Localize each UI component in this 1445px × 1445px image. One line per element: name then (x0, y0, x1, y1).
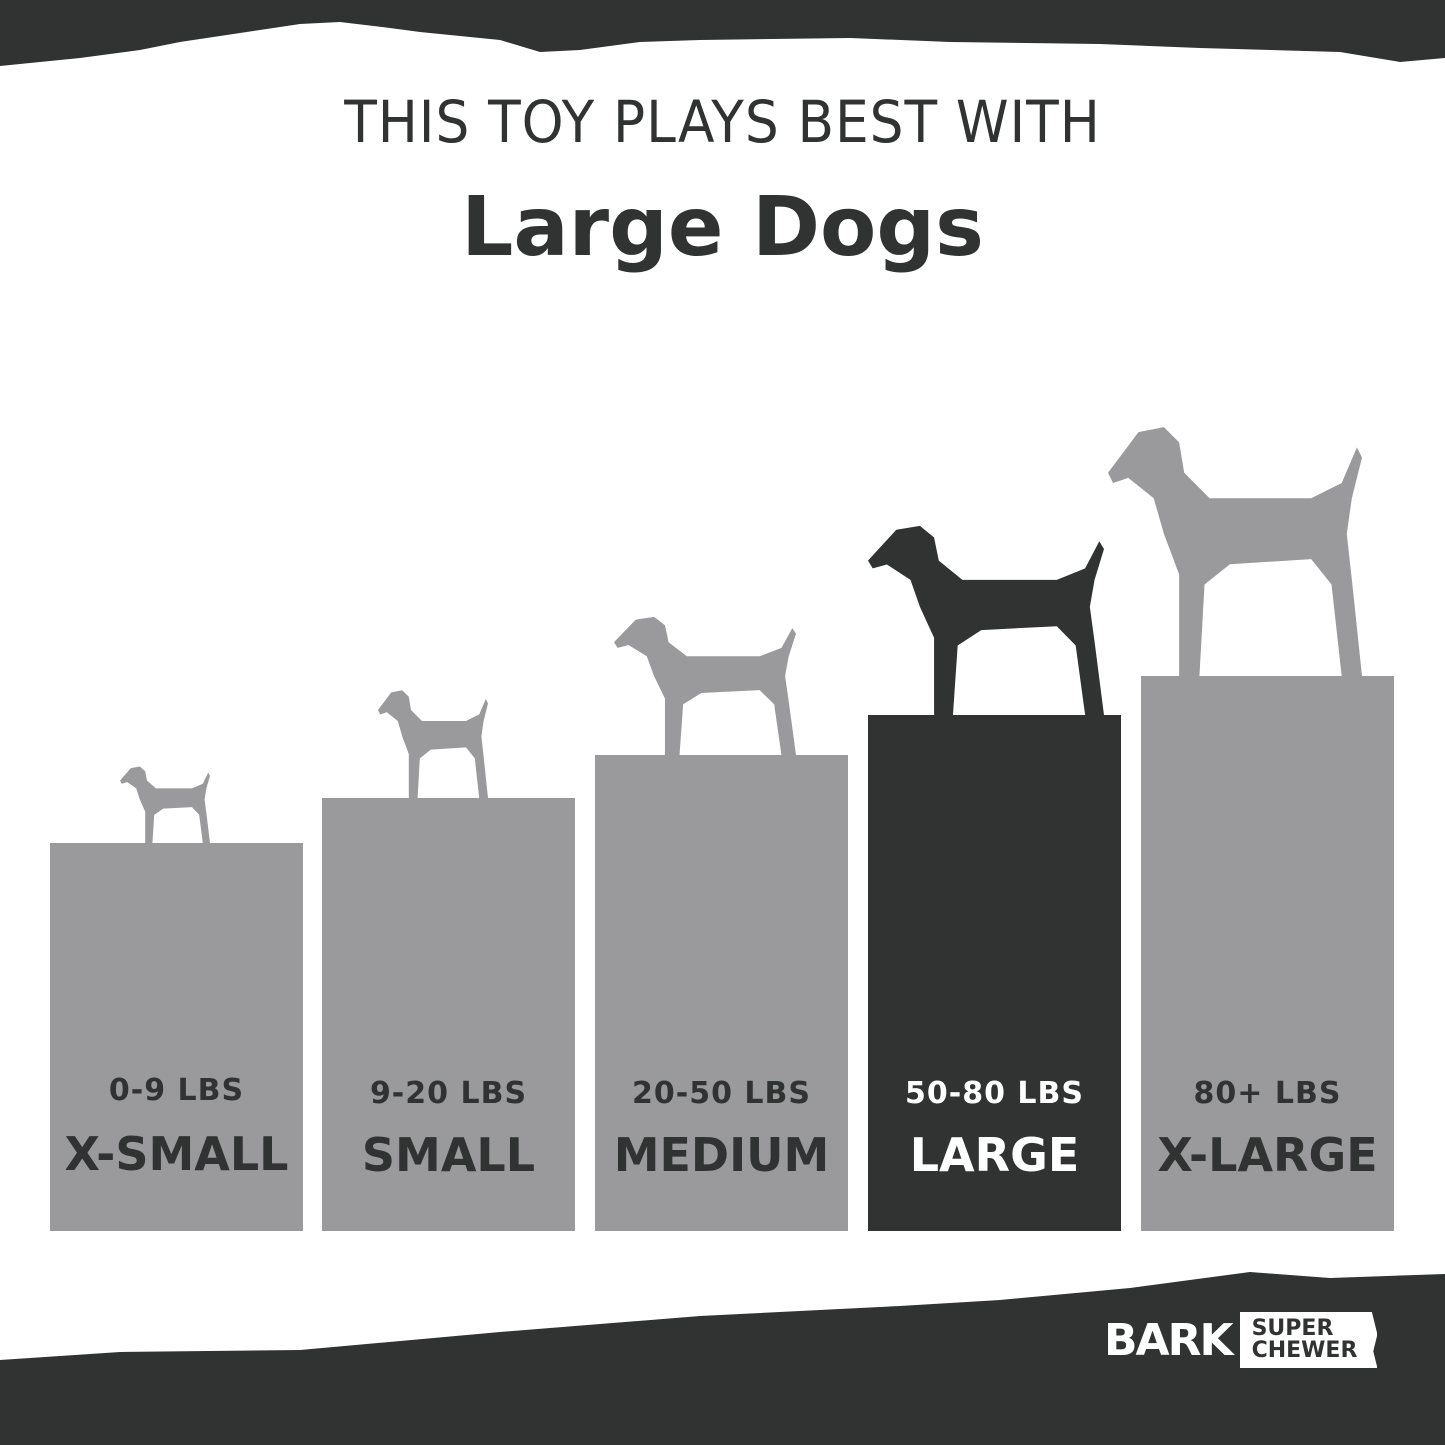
logo-line2: CHEWER (1251, 1338, 1358, 1363)
chihuahua-icon (120, 766, 210, 843)
torn-paper-bottom (0, 1272, 1445, 1445)
bark-super-chewer-logo: BARK SUPER CHEWER (1104, 1312, 1378, 1368)
size-label: LARGE (909, 1128, 1080, 1182)
logo-brand: BARK (1104, 1314, 1234, 1366)
logo-line1: SUPER (1251, 1316, 1334, 1341)
size-label: X-SMALL (64, 1127, 289, 1181)
great-dane-icon (1108, 427, 1362, 676)
subtitle: THIS TOY PLAYS BEST WITH (344, 88, 1101, 156)
weight-label: 9-20 LBS (369, 1076, 528, 1111)
size-bar-large: 50-80 LBS LARGE (868, 715, 1121, 1231)
size-bar-medium: 20-50 LBS MEDIUM (595, 755, 848, 1231)
size-bar-x-large: 80+ LBS X-LARGE (1141, 676, 1394, 1231)
weight-label: 80+ LBS (1193, 1076, 1342, 1111)
torn-paper-top (0, 0, 1445, 66)
size-bar-small: 9-20 LBS SMALL (322, 798, 575, 1231)
scottish-terrier-icon (378, 690, 488, 798)
page-title: Large Dogs (461, 180, 984, 275)
weight-label: 0-9 LBS (108, 1073, 245, 1108)
labrador-icon (614, 616, 796, 755)
weight-label: 20-50 LBS (632, 1076, 811, 1111)
size-label: SMALL (361, 1128, 536, 1182)
logo-tag: SUPER CHEWER (1239, 1312, 1378, 1368)
golden-retriever-icon (868, 525, 1104, 715)
weight-label: 50-80 LBS (905, 1076, 1084, 1111)
size-bar-x-small: 0-9 LBS X-SMALL (50, 843, 303, 1231)
size-label: MEDIUM (613, 1128, 830, 1182)
size-label: X-LARGE (1157, 1128, 1378, 1182)
